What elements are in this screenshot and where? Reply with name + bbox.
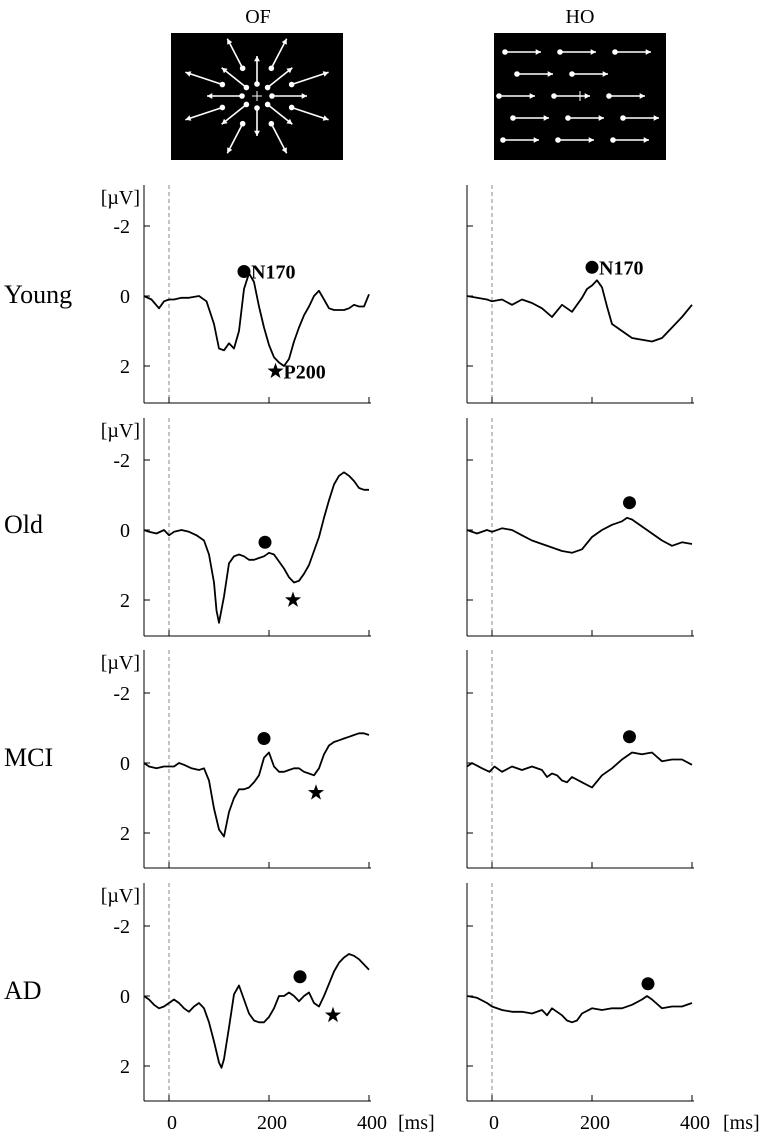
y-tick-label: 2 (120, 356, 130, 378)
y-tick-label: 0 (120, 286, 130, 308)
y-tick-label: 2 (120, 823, 130, 845)
x-tick-label: 0 (489, 1112, 499, 1134)
motion-arrow-icon (555, 137, 594, 143)
y-tick-label: 2 (120, 1056, 130, 1078)
erp-trace (466, 751, 693, 789)
flow-arrow-icon (221, 101, 250, 125)
flow-arrow-icon (185, 104, 226, 121)
flow-arrow-icon (226, 120, 246, 154)
erp-trace (143, 272, 370, 367)
motion-arrow-icon (620, 115, 659, 121)
n170-marker (237, 265, 251, 278)
stimulus-of-icon (171, 33, 343, 160)
n170-marker (623, 496, 636, 510)
erp-panel-young-of: [µV] -2 0 2 N170 P200 (101, 185, 371, 404)
motion-arrow-icon (610, 137, 649, 143)
p200-label: P200 (284, 361, 326, 383)
row-label-young: Young (4, 280, 72, 309)
erp-trace (143, 953, 370, 1069)
y-tick-label: -2 (113, 216, 130, 238)
motion-arrow-icon (569, 71, 608, 77)
stimulus-ho-icon (494, 33, 666, 160)
y-tick-label: 2 (120, 590, 130, 612)
flow-arrow-icon (288, 71, 329, 88)
p200-marker (267, 362, 284, 379)
erp-trace (466, 279, 693, 343)
motion-arrow-icon (612, 49, 651, 55)
x-axis-unit: [ms] (723, 1112, 760, 1134)
flow-arrow-icon (226, 38, 246, 72)
motion-arrow-icon (551, 93, 590, 99)
flow-arrow-icon (264, 101, 293, 125)
n170-marker (585, 260, 599, 274)
flow-arrow-icon (185, 71, 226, 88)
motion-arrow-icon (500, 137, 539, 143)
flow-arrow-icon (268, 120, 288, 154)
y-axis-unit: [µV] (101, 420, 140, 442)
y-tick-label: -2 (113, 916, 130, 938)
y-tick-label: 0 (120, 986, 130, 1008)
erp-trace (466, 995, 693, 1024)
n170-marker (623, 730, 636, 744)
y-tick-label: 0 (120, 520, 130, 542)
y-axis-unit: [µV] (101, 652, 140, 674)
n170-marker (641, 977, 655, 991)
motion-arrow-icon (557, 49, 596, 55)
motion-arrow-icon (565, 115, 604, 121)
n170-marker (293, 970, 307, 984)
erp-trace (143, 471, 369, 624)
flow-arrow-icon (268, 38, 288, 72)
column-title-ho: HO (566, 6, 595, 28)
motion-arrow-icon (510, 115, 549, 121)
row-label-ad: AD (4, 976, 42, 1005)
erp-trace (466, 516, 693, 554)
y-tick-label: -2 (113, 450, 130, 472)
motion-arrow-icon (496, 93, 535, 99)
y-tick-label: -2 (113, 683, 130, 705)
flow-arrow-icon (269, 93, 307, 99)
x-axis-unit: [ms] (398, 1112, 435, 1134)
flow-arrow-icon (264, 67, 293, 91)
n170-label: N170 (251, 262, 295, 284)
p200-marker (284, 591, 302, 607)
row-label-mci: MCI (4, 743, 53, 772)
p200-marker (307, 784, 325, 800)
x-tick-label: 0 (167, 1112, 177, 1134)
x-tick-label: 400 (357, 1112, 387, 1134)
flow-arrow-icon (288, 104, 329, 121)
n170-marker (258, 535, 272, 549)
n170-marker (257, 732, 271, 745)
p200-marker (324, 1006, 342, 1023)
flow-arrow-icon (221, 67, 250, 91)
erp-panel-young-ho: N170 (466, 185, 694, 404)
n170-label: N170 (599, 257, 643, 279)
erp-panel-old-ho (466, 418, 694, 637)
flow-arrow-icon (254, 105, 260, 136)
erp-panel-ad-ho (466, 883, 694, 1102)
motion-arrow-icon (606, 93, 645, 99)
x-axis-labels: 0 200 400 [ms] 0 200 400 [ms] (167, 1112, 760, 1134)
motion-arrow-icon (502, 49, 541, 55)
x-tick-label: 400 (680, 1112, 710, 1134)
row-label-old: Old (4, 510, 43, 539)
erp-panel-mci-ho (466, 650, 694, 869)
column-title-of: OF (245, 6, 271, 28)
flow-arrow-icon (254, 56, 260, 87)
y-tick-label: 0 (120, 753, 130, 775)
erp-panel-mci-of: [µV] -2 0 2 (101, 650, 371, 869)
y-axis-unit: [µV] (101, 187, 140, 209)
erp-panel-ad-of: [µV] -2 0 2 (101, 883, 371, 1102)
erp-trace (143, 732, 370, 838)
motion-arrow-icon (514, 71, 553, 77)
flow-arrow-icon (207, 93, 245, 99)
erp-panel-old-of: [µV] -2 0 2 (101, 418, 371, 637)
x-tick-label: 200 (580, 1112, 610, 1134)
x-tick-label: 200 (257, 1112, 287, 1134)
y-axis-unit: [µV] (101, 885, 140, 907)
